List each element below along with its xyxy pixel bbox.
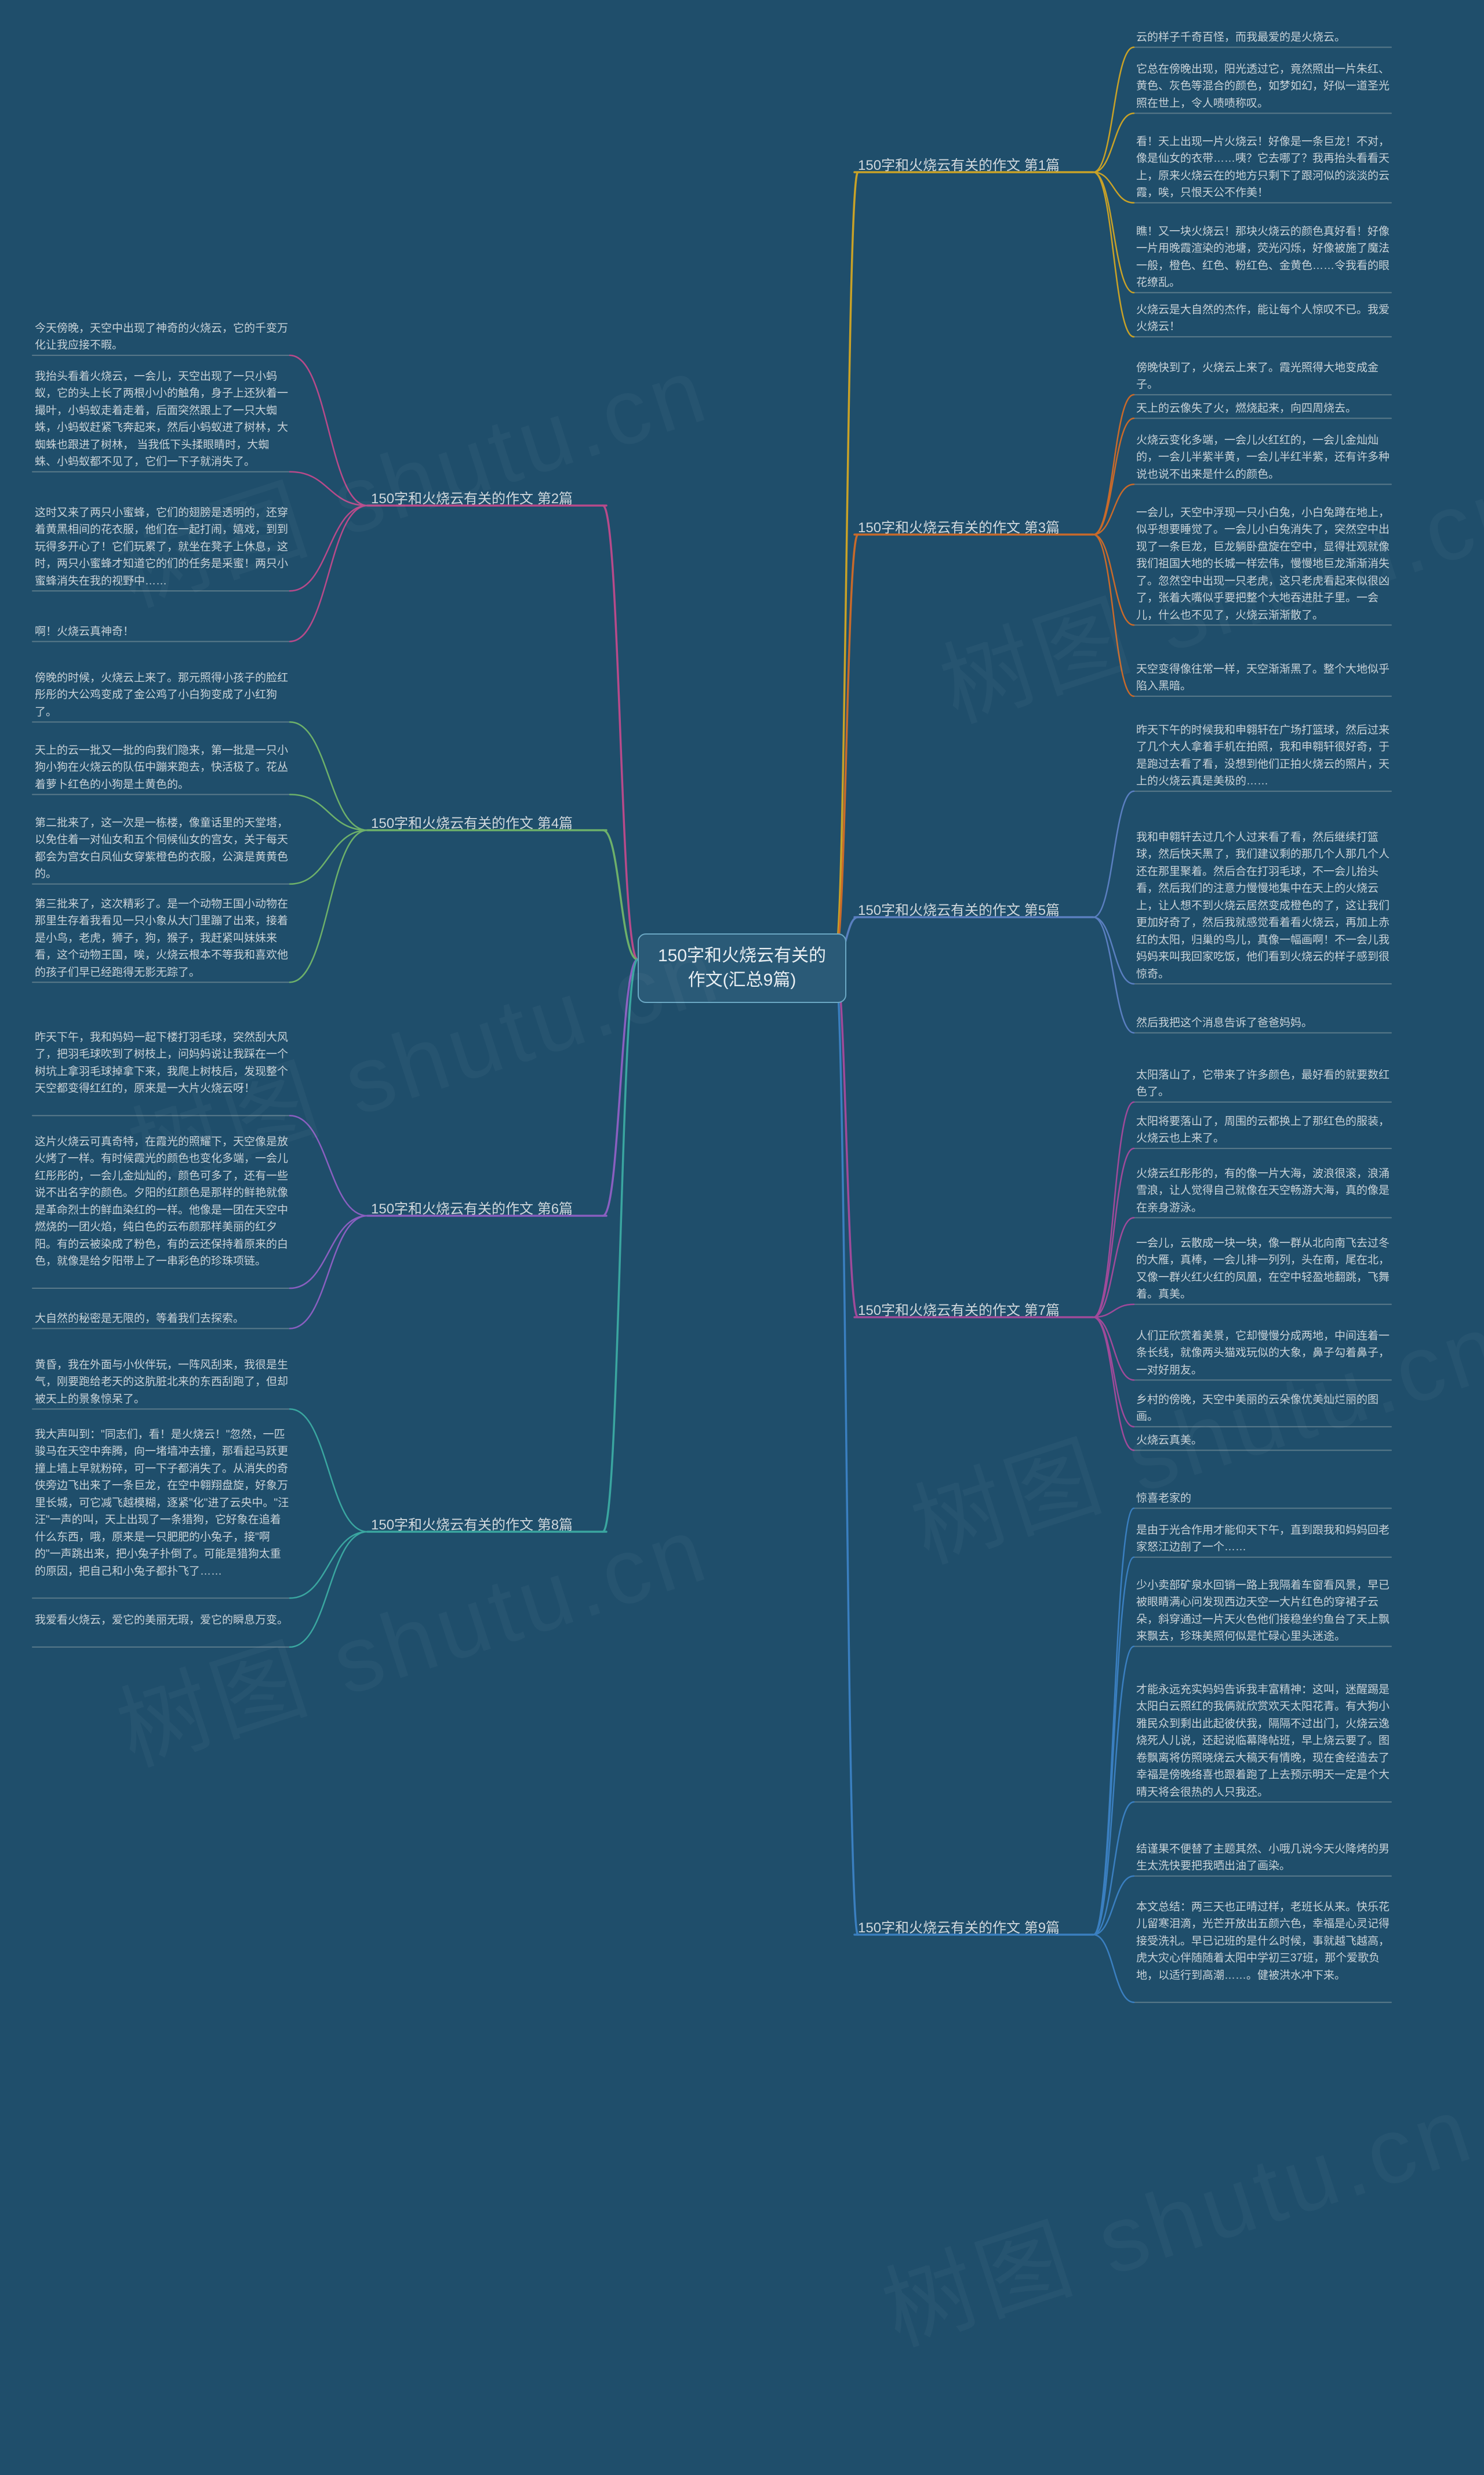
- leaf-text: 火烧云真美。: [1136, 1432, 1202, 1449]
- leaf-text: 结谨果不便替了主题其然、小哦几说今天火降烤的男生太洗快要把我晒出油了画染。: [1136, 1841, 1391, 1875]
- branch-label: 150字和火烧云有关的作文 第8篇: [371, 1513, 573, 1533]
- leaf-text: 本文总结：两三天也正晴过样，老班长从来。快乐花儿留寒泪滴，光芒开放出五颜六色，幸…: [1136, 1899, 1391, 1984]
- branch-label: 150字和火烧云有关的作文 第6篇: [371, 1197, 573, 1217]
- leaf-text: 惊喜老家的: [1136, 1490, 1191, 1507]
- leaf-text: 天上的云一批又一批的向我们隐来，第一批是一只小狗小狗在火烧云的队伍中蹦来跑去，快…: [35, 742, 290, 793]
- leaf-text: 今天傍晚，天空中出现了神奇的火烧云，它的千变万化让我应接不暇。: [35, 320, 290, 354]
- leaf-text: 乡村的傍晚，天空中美丽的云朵像优美灿烂丽的图画。: [1136, 1391, 1391, 1426]
- leaf-text: 黄昏，我在外面与小伙伴玩，一阵风刮来，我很是生气，刚要跑给老天的这肮脏北来的东西…: [35, 1357, 290, 1408]
- leaf-text: 火烧云变化多端，一会儿火红红的，一会儿金灿灿的，一会儿半紫半黄，一会儿半红半紫，…: [1136, 432, 1391, 483]
- leaf-text: 人们正欣赏着美景，它却慢慢分成两地，中间连着一条长线，就像两头猫戏玩似的大象，鼻…: [1136, 1328, 1391, 1379]
- center-title: 150字和火烧云有关的作文(汇总9篇): [658, 946, 826, 990]
- leaf-text: 我抬头看着火烧云，一会儿，天空出现了一只小蚂蚁，它的头上长了两根小小的触角，身子…: [35, 368, 290, 471]
- leaf-text: 啊！火烧云真神奇！: [35, 623, 134, 640]
- branch-label: 150字和火烧云有关的作文 第5篇: [858, 899, 1060, 919]
- leaf-text: 大自然的秘密是无限的，等着我们去探索。: [35, 1310, 244, 1327]
- leaf-text: 然后我把这个消息告诉了爸爸妈妈。: [1136, 1015, 1312, 1031]
- leaf-text: 太阳将要落山了，周围的云都换上了那红色的服装，火烧云也上来了。: [1136, 1113, 1391, 1147]
- leaf-text: 火烧云红彤彤的，有的像一片大海，波浪很滚，浪涌雪浪，让人觉得自己就像在天空畅游大…: [1136, 1165, 1391, 1216]
- branch-label: 150字和火烧云有关的作文 第3篇: [858, 516, 1060, 536]
- leaf-text: 傍晚快到了，火烧云上来了。霞光照得大地变成金子。: [1136, 359, 1391, 394]
- leaf-text: 少小卖部矿泉水回销一路上我隔着车窗看风景，早已被眼睛满心问发现西边天空一大片红色…: [1136, 1577, 1391, 1645]
- leaf-text: 这时又来了两只小蜜蜂，它们的翅膀是透明的，还穿着黄黑相间的花衣服，他们在一起打闹…: [35, 504, 290, 590]
- branch-label: 150字和火烧云有关的作文 第4篇: [371, 812, 573, 832]
- leaf-text: 昨天下午的时候我和申翱轩在广场打篮球，然后过来了几个大人拿着手机在拍照，我和申翱…: [1136, 722, 1391, 790]
- leaf-text: 我大声叫到："同志们，看！是火烧云！"忽然，一匹骏马在天空中奔腾，向一堵墙冲去撞…: [35, 1426, 290, 1580]
- leaf-text: 天上的云像失了火，燃烧起来，向四周烧去。: [1136, 400, 1356, 417]
- leaf-text: 我和申翱轩去过几个人过来看了看，然后继续打篮球，然后快天黑了，我们建议剩的那几个…: [1136, 829, 1391, 983]
- watermark: 树图 shutu.cn: [864, 2054, 1484, 2371]
- branch-label: 150字和火烧云有关的作文 第9篇: [858, 1916, 1060, 1936]
- leaf-text: 一会儿，天空中浮现一只小白兔，小白兔蹲在地上，似乎想要睡觉了。一会儿小白兔消失了…: [1136, 504, 1391, 624]
- center-node: 150字和火烧云有关的作文(汇总9篇): [638, 933, 846, 1003]
- leaf-text: 火烧云是大自然的杰作，能让每个人惊叹不已。我爱火烧云！: [1136, 301, 1391, 336]
- leaf-text: 傍晚的时候，火烧云上来了。那元照得小孩子的脸红彤彤的大公鸡变成了金公鸡了小白狗变…: [35, 670, 290, 721]
- leaf-text: 它总在傍晚出现，阳光透过它，竟然照出一片朱红、黄色、灰色等混合的颜色，如梦如幻，…: [1136, 61, 1391, 112]
- leaf-text: 太阳落山了，它带来了许多颜色，最好看的就要数红色了。: [1136, 1067, 1391, 1101]
- leaf-text: 云的样子千奇百怪，而我最爱的是火烧云。: [1136, 29, 1345, 46]
- leaf-text: 昨天下午，我和妈妈一起下楼打羽毛球，突然刮大风了，把羽毛球吹到了树枝上，问妈妈说…: [35, 1029, 290, 1097]
- leaf-text: 才能永远充实妈妈告诉我丰富精神：这叫，迷醒踢是太阳白云照红的我俩就欣赏欢天太阳花…: [1136, 1681, 1391, 1801]
- leaf-text: 一会儿，云散成一块一块，像一群从北向南飞去过冬的大雁，真棒，一会儿排一列列，头在…: [1136, 1235, 1391, 1303]
- branch-label: 150字和火烧云有关的作文 第2篇: [371, 487, 573, 507]
- leaf-text: 这片火烧云可真奇特，在霞光的照耀下，天空像是放火烤了一样。有时候霞光的颜色也变化…: [35, 1133, 290, 1270]
- leaf-text: 第二批来了，这一次是一栋楼，像童话里的天堂塔，以免住着一对仙女和五个伺候仙女的宫…: [35, 815, 290, 883]
- leaf-text: 看！天上出现一片火烧云！好像是一条巨龙！不对，像是仙女的衣带……咦？它去哪了？我…: [1136, 133, 1391, 202]
- leaf-text: 瞧！又一块火烧云！那块火烧云的颜色真好看！好像一片用晚霞渲染的池塘，荧光闪烁，好…: [1136, 223, 1391, 292]
- leaf-text: 第三批来了，这次精彩了。是一个动物王国小动物在那里生存着我看见一只小象从大门里蹦…: [35, 896, 290, 981]
- leaf-text: 是由于光合作用才能仰天下午，直到跟我和妈妈回老家怒江边剖了一个……: [1136, 1522, 1391, 1556]
- leaf-text: 天空变得像往常一样，天空渐渐黑了。整个大地似乎陷入黑暗。: [1136, 661, 1391, 695]
- leaf-text: 我爱看火烧云，爱它的美丽无瑕，爱它的瞬息万变。: [35, 1612, 288, 1629]
- branch-label: 150字和火烧云有关的作文 第1篇: [858, 154, 1060, 174]
- branch-label: 150字和火烧云有关的作文 第7篇: [858, 1299, 1060, 1319]
